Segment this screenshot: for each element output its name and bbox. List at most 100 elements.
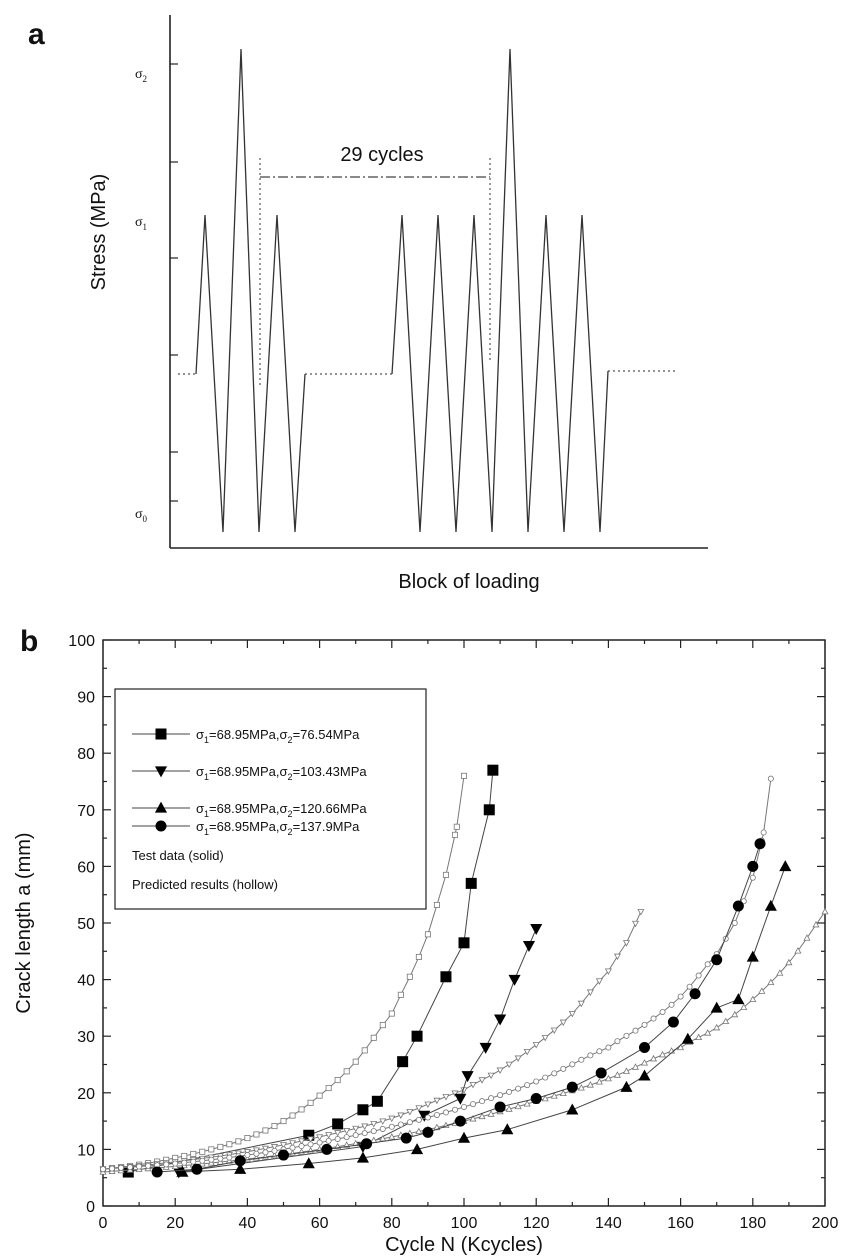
legend-marker: [154, 766, 168, 778]
predicted-point: [118, 1164, 125, 1171]
predicted-point: [614, 1038, 621, 1045]
test-point: [465, 877, 477, 889]
panel-a-label: a: [28, 18, 45, 51]
predicted-point: [343, 1068, 350, 1075]
test-point: [710, 1001, 723, 1013]
series-circle: [100, 775, 774, 1178]
y-tick-label: 20: [77, 1086, 95, 1103]
legend-entry: σ1=68.95MPa,σ2=137.9MPa: [132, 819, 360, 837]
predicted-point: [442, 1109, 449, 1116]
test-point: [278, 1149, 289, 1161]
predicted-point: [208, 1156, 215, 1163]
test-point: [332, 1118, 344, 1130]
predicted-point: [181, 1152, 188, 1159]
predicted-point: [316, 1139, 323, 1146]
predicted-point: [586, 989, 594, 996]
predicted-point: [812, 920, 820, 928]
predicted-point: [731, 1010, 739, 1018]
predicted-point: [470, 1101, 477, 1108]
predicted-point: [370, 1121, 378, 1128]
predicted-point: [325, 1132, 333, 1139]
legend-label: σ1=68.95MPa,σ2=120.66MPa: [196, 801, 367, 819]
predicted-point: [722, 1017, 730, 1025]
predicted-point: [469, 1115, 477, 1122]
test-point: [400, 1132, 412, 1144]
predicted-point: [749, 874, 756, 881]
predicted-point: [803, 934, 811, 941]
legend-label: σ1=68.95MPa,σ2=76.54MPa: [196, 727, 360, 745]
predicted-point: [631, 920, 640, 928]
predicted-point: [388, 1115, 396, 1123]
predicted-point: [109, 1165, 116, 1172]
predicted-point: [442, 871, 449, 878]
predicted-point: [271, 1147, 278, 1154]
predicted-point: [388, 1010, 395, 1017]
predicted-point: [453, 823, 460, 830]
x-tick-label: 0: [99, 1215, 108, 1232]
test-point: [566, 1103, 579, 1115]
predicted-point: [217, 1143, 224, 1150]
predicted-point: [289, 1144, 296, 1151]
y-tick-label: 90: [77, 690, 95, 707]
x-tick-label: 120: [523, 1215, 550, 1232]
predicted-point: [190, 1158, 197, 1165]
test-point: [501, 1123, 514, 1135]
axis-ticks: [102, 639, 826, 1207]
test-point: [508, 974, 521, 986]
x-tick-label: 20: [166, 1215, 184, 1232]
test-curve: [178, 928, 537, 1173]
test-point: [371, 1095, 383, 1107]
predicted-point: [613, 1071, 621, 1078]
predicted-point: [397, 991, 404, 998]
legend-marker: [155, 820, 167, 832]
predicted-point: [433, 1111, 440, 1118]
predicted-point: [253, 1150, 260, 1157]
predicted-point: [289, 1112, 296, 1119]
predicted-point: [271, 1123, 278, 1130]
predicted-point: [559, 1089, 567, 1096]
predicted-point: [659, 1008, 666, 1015]
predicted-point: [515, 1085, 522, 1092]
predicted-point: [623, 1032, 630, 1039]
predicted-point: [244, 1152, 251, 1159]
sigma0-label: σ0: [135, 507, 148, 524]
predicted-point: [460, 772, 467, 779]
test-point: [746, 950, 759, 962]
predicted-point: [415, 1105, 423, 1112]
predicted-point: [442, 1094, 450, 1101]
x-tick-label: 140: [595, 1215, 622, 1232]
test-point: [764, 899, 777, 911]
predicted-point: [668, 1001, 675, 1008]
predicted-point: [523, 1100, 531, 1107]
predicted-point: [760, 829, 767, 836]
predicted-point: [551, 1070, 558, 1077]
panel-b-label: b: [20, 625, 38, 658]
test-point: [458, 937, 470, 949]
y-tick-label: 40: [77, 973, 95, 990]
x-tick-label: 40: [239, 1215, 257, 1232]
predicted-point: [478, 1077, 486, 1084]
predicted-point: [199, 1157, 206, 1164]
test-point: [779, 860, 792, 872]
test-point: [457, 1131, 471, 1143]
predicted-point: [577, 1000, 585, 1008]
predicted-point: [758, 987, 766, 994]
sigma2-label: σ2: [135, 67, 147, 84]
predicted-point: [307, 1099, 314, 1106]
predicted-point: [406, 1119, 413, 1126]
predicted-point: [587, 1052, 594, 1059]
test-point: [422, 1126, 434, 1138]
predicted-point: [397, 1112, 405, 1119]
predicted-point: [163, 1161, 170, 1168]
panel-a-y-ticks: [170, 63, 178, 502]
predicted-point: [388, 1133, 396, 1140]
legend-marker: [154, 801, 168, 813]
x-tick-label: 160: [667, 1215, 694, 1232]
y-tick-label: 30: [77, 1029, 95, 1046]
predicted-point: [560, 1065, 567, 1072]
y-tick-label: 70: [77, 803, 95, 820]
panel-b: b 0 20 40 60 80 100 120 140 160 180 200 0 10 20 30 40 50…: [13, 625, 838, 1256]
predicted-point: [325, 1137, 332, 1144]
predicted-point: [622, 1067, 630, 1074]
